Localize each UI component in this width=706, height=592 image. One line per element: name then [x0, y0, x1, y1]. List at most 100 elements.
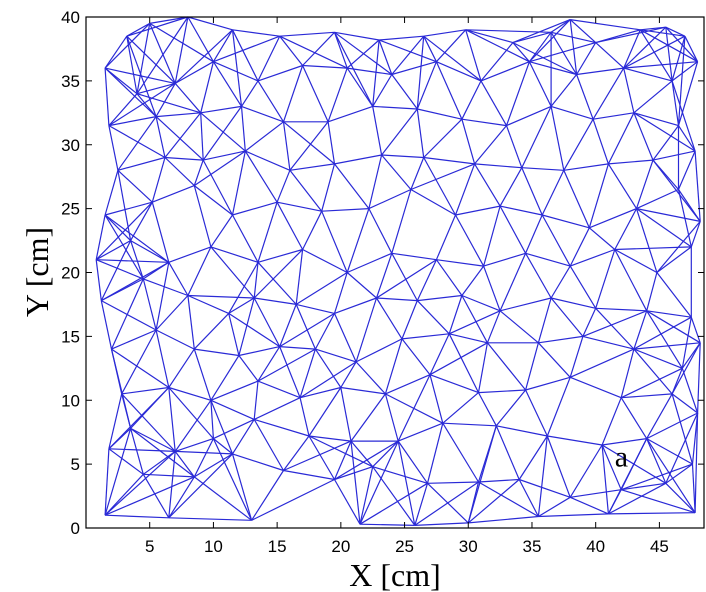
- x-tick-label: 5: [145, 537, 154, 556]
- mesh-edge: [228, 297, 255, 314]
- mesh-edge: [537, 297, 552, 343]
- mesh-edge: [623, 67, 635, 113]
- mesh-edge: [486, 310, 501, 344]
- mesh-edge: [671, 393, 698, 414]
- mesh-edge: [149, 23, 176, 84]
- mesh-edge: [210, 399, 255, 420]
- mesh-edge: [570, 19, 641, 31]
- mesh-edge: [149, 22, 214, 63]
- mesh-edge: [547, 435, 603, 446]
- mesh-edge: [245, 150, 291, 171]
- mesh-edge: [512, 42, 577, 76]
- mesh-edge: [652, 150, 696, 161]
- mesh-edge: [416, 300, 450, 335]
- mesh-edge: [244, 150, 278, 203]
- mesh-edge: [588, 163, 609, 228]
- mesh-edge: [346, 272, 377, 299]
- mesh-edge: [231, 29, 243, 107]
- mesh-edge: [454, 214, 485, 267]
- mesh-edge: [391, 189, 412, 254]
- mesh-edge: [210, 400, 214, 439]
- mesh-edge: [187, 294, 255, 299]
- mesh-edge: [525, 253, 552, 299]
- mesh-edge: [465, 29, 530, 63]
- mesh-edge: [576, 67, 624, 76]
- mesh-edge: [232, 201, 278, 216]
- mesh-edge: [152, 185, 195, 203]
- mesh-edge: [126, 35, 157, 117]
- mesh-edge: [130, 428, 144, 475]
- mesh-edge: [410, 157, 425, 190]
- mesh-edge: [401, 338, 431, 376]
- mesh-edge: [496, 425, 548, 437]
- mesh-edge: [355, 297, 378, 363]
- mesh-edge: [321, 163, 336, 212]
- mesh-edge: [595, 249, 616, 309]
- mesh-edge: [608, 159, 654, 165]
- mesh-edge: [448, 310, 501, 335]
- y-tick-label: 0: [71, 519, 80, 538]
- mesh-edge: [340, 387, 352, 442]
- mesh-edge: [101, 300, 157, 331]
- mesh-edge: [359, 466, 374, 525]
- mesh-edge: [391, 253, 418, 301]
- mesh-edge: [321, 208, 369, 212]
- mesh-edge: [677, 36, 686, 126]
- mesh-edge: [423, 35, 437, 62]
- mesh-edge: [104, 35, 128, 69]
- mesh-edge: [299, 348, 316, 398]
- mesh-edge: [333, 32, 374, 107]
- mesh-edge: [108, 93, 138, 126]
- mesh-edge: [210, 400, 234, 455]
- mesh-edge: [595, 26, 666, 44]
- mesh-edge: [253, 419, 285, 471]
- mesh-edge: [671, 80, 680, 126]
- mesh-edge: [327, 105, 373, 123]
- mesh-edge: [694, 412, 699, 513]
- mesh-edge: [525, 214, 543, 254]
- mesh-edge: [623, 67, 673, 82]
- mesh-edge: [257, 64, 303, 82]
- mesh-edge: [155, 295, 189, 331]
- mesh-edge: [168, 348, 195, 388]
- mesh-edge: [105, 514, 169, 519]
- mesh-edge: [238, 355, 259, 382]
- mesh-edge: [474, 125, 507, 165]
- y-tick-label: 10: [61, 391, 80, 410]
- mesh-edge: [381, 154, 412, 190]
- mesh-edge: [614, 208, 638, 250]
- mesh-edge: [355, 361, 386, 395]
- mesh-edge: [499, 167, 523, 207]
- mesh-edge: [429, 342, 488, 376]
- mesh-edge: [601, 444, 609, 514]
- x-tick-label: 10: [204, 537, 223, 556]
- mesh-edge: [136, 82, 176, 95]
- mesh-edge: [104, 214, 132, 242]
- mesh-edge: [384, 393, 399, 442]
- mesh-edge: [253, 297, 281, 347]
- mesh-edge: [95, 259, 144, 280]
- mesh-edge: [639, 29, 673, 82]
- mesh-edge: [108, 125, 166, 159]
- mesh-edge: [595, 307, 635, 350]
- mesh-edge: [174, 399, 212, 452]
- mesh-edge: [333, 479, 361, 525]
- mesh-edge: [499, 253, 527, 312]
- mesh-edge: [414, 483, 429, 526]
- mesh-edge: [569, 19, 597, 44]
- mesh-edge: [210, 246, 255, 299]
- mesh-edge: [550, 19, 571, 33]
- mesh-edge: [435, 29, 467, 63]
- mesh-edge: [289, 169, 323, 212]
- mesh-edge: [478, 481, 539, 518]
- mesh-edge: [483, 205, 501, 267]
- mesh-edge: [694, 151, 701, 222]
- mesh-edge: [321, 210, 348, 273]
- mesh-edge: [149, 16, 188, 24]
- mesh-edge: [426, 423, 444, 484]
- mesh-edge: [401, 300, 418, 340]
- mesh-edge: [228, 313, 240, 356]
- mesh-edge: [665, 27, 673, 81]
- mesh-edge: [108, 116, 157, 127]
- mesh-edge: [279, 312, 335, 348]
